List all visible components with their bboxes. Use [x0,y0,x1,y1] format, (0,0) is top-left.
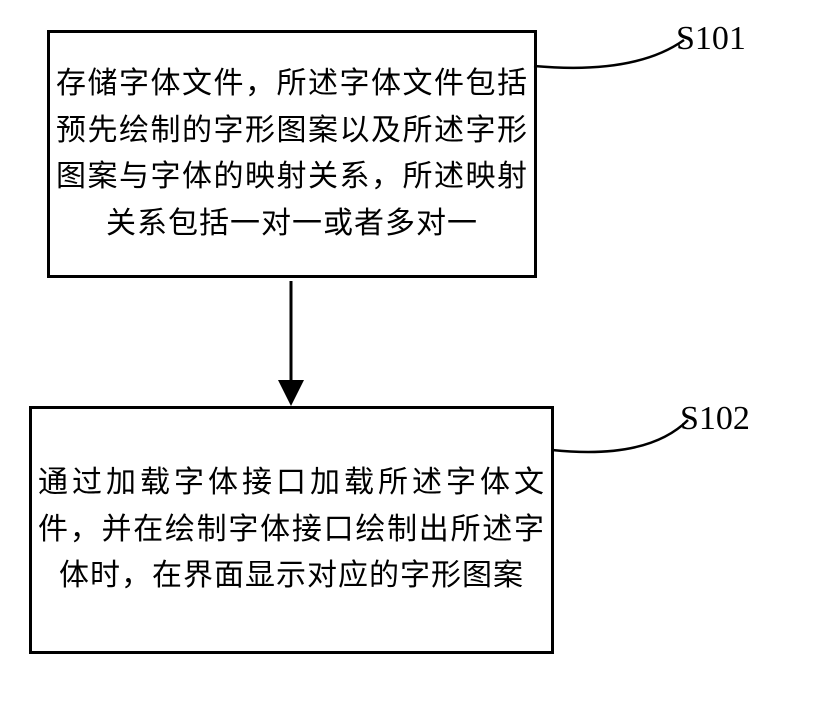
step-label-s102: S102 [680,400,750,438]
flow-step-1-text: 存储字体文件，所述字体文件包括预先绘制的字形图案以及所述字形图案与字体的映射关系… [50,61,534,247]
flowchart-container: { "type": "flowchart", "background_color… [0,0,832,714]
flow-step-2: 通过加载字体接口加载所述字体文件，并在绘制字体接口绘制出所述字体时，在界面显示对… [29,406,554,654]
flow-step-2-text: 通过加载字体接口加载所述字体文件，并在绘制字体接口绘制出所述字体时，在界面显示对… [32,460,551,600]
flow-step-1: 存储字体文件，所述字体文件包括预先绘制的字形图案以及所述字形图案与字体的映射关系… [47,30,537,278]
step-label-s101: S101 [676,20,746,58]
